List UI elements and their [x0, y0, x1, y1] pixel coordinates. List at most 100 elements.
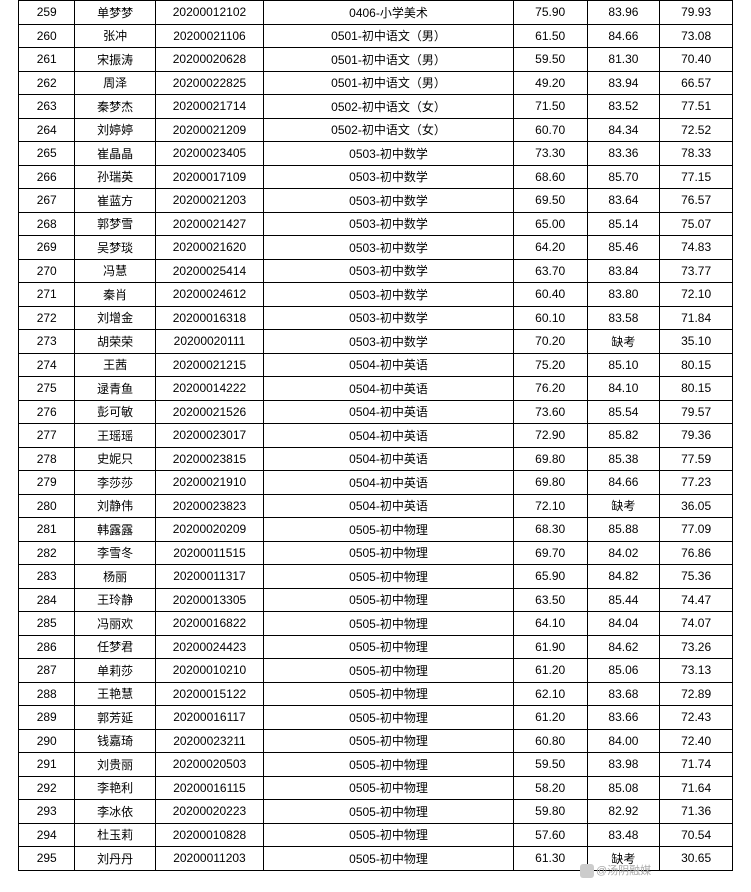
cell-idx: 271 [19, 283, 75, 307]
table-row: 265崔晶晶202000234050503-初中数学73.3083.3678.3… [19, 142, 733, 166]
cell-s2: 85.46 [587, 236, 660, 260]
cell-s3: 73.13 [660, 659, 733, 683]
table-row: 272刘增金202000163180503-初中数学60.1083.5871.8… [19, 306, 733, 330]
table-row: 291刘贵丽202000205030505-初中物理59.5083.9871.7… [19, 753, 733, 777]
cell-s2: 83.52 [587, 95, 660, 119]
cell-subject: 0504-初中英语 [264, 494, 514, 518]
cell-s2: 85.44 [587, 588, 660, 612]
cell-exam: 20200022825 [155, 71, 264, 95]
cell-s1: 61.20 [513, 659, 587, 683]
cell-s2: 85.14 [587, 212, 660, 236]
cell-name: 胡荣荣 [75, 330, 155, 354]
cell-exam: 20200023815 [155, 447, 264, 471]
cell-name: 宋振涛 [75, 48, 155, 72]
table-row: 268郭梦雪202000214270503-初中数学65.0085.1475.0… [19, 212, 733, 236]
cell-s2: 缺考 [587, 847, 660, 871]
cell-s2: 82.92 [587, 800, 660, 824]
cell-subject: 0505-初中物理 [264, 776, 514, 800]
cell-exam: 20200021209 [155, 118, 264, 142]
cell-s1: 69.70 [513, 541, 587, 565]
cell-s3: 76.57 [660, 189, 733, 213]
cell-s2: 84.66 [587, 471, 660, 495]
cell-subject: 0501-初中语文（男） [264, 24, 514, 48]
cell-exam: 20200016117 [155, 706, 264, 730]
cell-idx: 265 [19, 142, 75, 166]
table-row: 275逯青鱼202000142220504-初中英语76.2084.1080.1… [19, 377, 733, 401]
cell-subject: 0505-初中物理 [264, 682, 514, 706]
cell-exam: 20200015122 [155, 682, 264, 706]
cell-s2: 84.34 [587, 118, 660, 142]
cell-s3: 75.07 [660, 212, 733, 236]
cell-s3: 72.43 [660, 706, 733, 730]
cell-subject: 0505-初中物理 [264, 541, 514, 565]
table-row: 263秦梦杰202000217140502-初中语文（女）71.5083.527… [19, 95, 733, 119]
table-row: 279李莎莎202000219100504-初中英语69.8084.6677.2… [19, 471, 733, 495]
cell-idx: 277 [19, 424, 75, 448]
cell-idx: 289 [19, 706, 75, 730]
cell-idx: 280 [19, 494, 75, 518]
cell-s1: 65.90 [513, 565, 587, 589]
cell-s3: 79.36 [660, 424, 733, 448]
cell-subject: 0504-初中英语 [264, 400, 514, 424]
cell-subject: 0503-初中数学 [264, 236, 514, 260]
cell-idx: 286 [19, 635, 75, 659]
cell-s3: 72.89 [660, 682, 733, 706]
cell-s3: 76.86 [660, 541, 733, 565]
score-table: 259单梦梦202000121020406-小学美术75.9083.9679.9… [18, 0, 733, 871]
cell-s1: 58.20 [513, 776, 587, 800]
cell-s3: 73.26 [660, 635, 733, 659]
cell-s1: 65.00 [513, 212, 587, 236]
cell-s1: 64.10 [513, 612, 587, 636]
table-row: 277王瑶瑶202000230170504-初中英语72.9085.8279.3… [19, 424, 733, 448]
cell-s2: 85.70 [587, 165, 660, 189]
cell-s1: 69.50 [513, 189, 587, 213]
cell-subject: 0501-初中语文（男） [264, 71, 514, 95]
cell-exam: 20200024612 [155, 283, 264, 307]
cell-subject: 0503-初中数学 [264, 330, 514, 354]
cell-exam: 20200021427 [155, 212, 264, 236]
cell-exam: 20200014222 [155, 377, 264, 401]
cell-name: 郭芳延 [75, 706, 155, 730]
cell-idx: 262 [19, 71, 75, 95]
cell-subject: 0505-初中物理 [264, 753, 514, 777]
cell-s1: 60.80 [513, 729, 587, 753]
score-table-body: 259单梦梦202000121020406-小学美术75.9083.9679.9… [19, 1, 733, 871]
cell-exam: 20200021526 [155, 400, 264, 424]
cell-name: 李冰依 [75, 800, 155, 824]
table-row: 283杨丽202000113170505-初中物理65.9084.8275.36 [19, 565, 733, 589]
cell-idx: 261 [19, 48, 75, 72]
cell-idx: 272 [19, 306, 75, 330]
cell-exam: 20200016318 [155, 306, 264, 330]
cell-s3: 77.51 [660, 95, 733, 119]
table-row: 295刘丹丹202000112030505-初中物理61.30缺考30.65 [19, 847, 733, 871]
cell-s3: 71.74 [660, 753, 733, 777]
cell-subject: 0505-初中物理 [264, 588, 514, 612]
cell-s2: 85.10 [587, 353, 660, 377]
cell-s2: 85.54 [587, 400, 660, 424]
cell-exam: 20200020209 [155, 518, 264, 542]
cell-s3: 35.10 [660, 330, 733, 354]
cell-idx: 285 [19, 612, 75, 636]
cell-name: 孙瑞英 [75, 165, 155, 189]
cell-s1: 63.70 [513, 259, 587, 283]
cell-name: 任梦君 [75, 635, 155, 659]
cell-s2: 83.94 [587, 71, 660, 95]
cell-exam: 20200021714 [155, 95, 264, 119]
cell-exam: 20200023405 [155, 142, 264, 166]
cell-s2: 84.66 [587, 24, 660, 48]
cell-s2: 84.02 [587, 541, 660, 565]
table-row: 289郭芳延202000161170505-初中物理61.2083.6672.4… [19, 706, 733, 730]
cell-s1: 76.20 [513, 377, 587, 401]
table-row: 286任梦君202000244230505-初中物理61.9084.6273.2… [19, 635, 733, 659]
cell-s3: 71.36 [660, 800, 733, 824]
cell-name: 冯丽欢 [75, 612, 155, 636]
cell-s1: 57.60 [513, 823, 587, 847]
cell-s3: 80.15 [660, 377, 733, 401]
cell-subject: 0505-初中物理 [264, 706, 514, 730]
cell-s1: 72.10 [513, 494, 587, 518]
cell-subject: 0503-初中数学 [264, 306, 514, 330]
cell-subject: 0505-初中物理 [264, 847, 514, 871]
cell-s2: 83.80 [587, 283, 660, 307]
cell-s1: 60.40 [513, 283, 587, 307]
cell-s1: 61.50 [513, 24, 587, 48]
